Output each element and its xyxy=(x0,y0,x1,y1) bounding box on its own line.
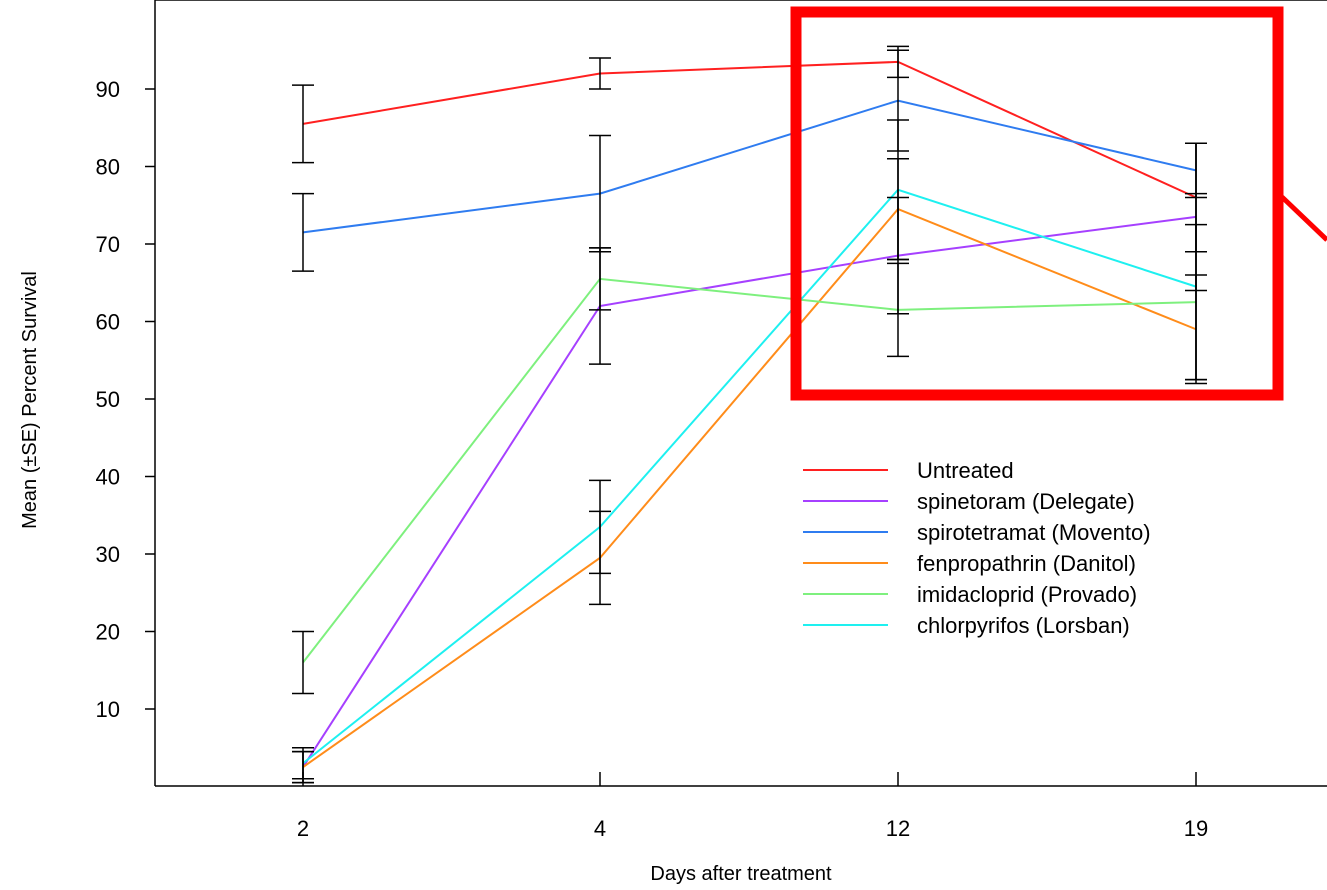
error-bars xyxy=(292,45,1207,784)
legend-label: imidacloprid (Provado) xyxy=(917,582,1137,607)
series-line xyxy=(302,60,1197,199)
highlight-pointer-line xyxy=(1280,195,1327,242)
series-lines xyxy=(302,60,1197,768)
y-tick-label: 80 xyxy=(96,155,120,180)
series-line xyxy=(302,207,1197,768)
x-tick-label: 2 xyxy=(297,816,309,841)
axes xyxy=(154,0,1327,787)
series-line xyxy=(302,215,1197,768)
legend: Untreated spinetoram (Delegate) spirotetra… xyxy=(803,458,1151,638)
x-tick-label: 4 xyxy=(594,816,606,841)
x-axis-title: Days after treatment xyxy=(650,863,832,885)
series-line xyxy=(302,188,1197,765)
highlight-box xyxy=(790,6,1284,401)
y-tick-label: 70 xyxy=(96,232,120,257)
x-tick-label: 12 xyxy=(886,816,910,841)
legend-label: chlorpyrifos (Lorsban) xyxy=(917,613,1130,638)
series-line xyxy=(302,99,1197,234)
highlight-annotation xyxy=(790,6,1327,401)
legend-label: spinetoram (Delegate) xyxy=(917,489,1135,514)
y-tick-label: 20 xyxy=(96,620,120,645)
x-tick-label: 19 xyxy=(1184,816,1208,841)
y-ticks: 10 20 30 40 50 60 70 80 90 xyxy=(96,77,155,722)
y-tick-label: 50 xyxy=(96,387,120,412)
y-tick-label: 40 xyxy=(96,465,120,490)
legend-label: Untreated xyxy=(917,458,1014,483)
legend-label: fenpropathrin (Danitol) xyxy=(917,551,1136,576)
x-ticks: 2 4 12 19 xyxy=(297,772,1208,841)
y-tick-label: 90 xyxy=(96,77,120,102)
series-line xyxy=(302,277,1197,664)
y-tick-label: 10 xyxy=(96,697,120,722)
legend-label: spirotetramat (Movento) xyxy=(917,520,1151,545)
y-axis-title: Mean (±SE) Percent Survival xyxy=(19,271,41,529)
y-tick-label: 30 xyxy=(96,542,120,567)
y-tick-label: 60 xyxy=(96,310,120,335)
